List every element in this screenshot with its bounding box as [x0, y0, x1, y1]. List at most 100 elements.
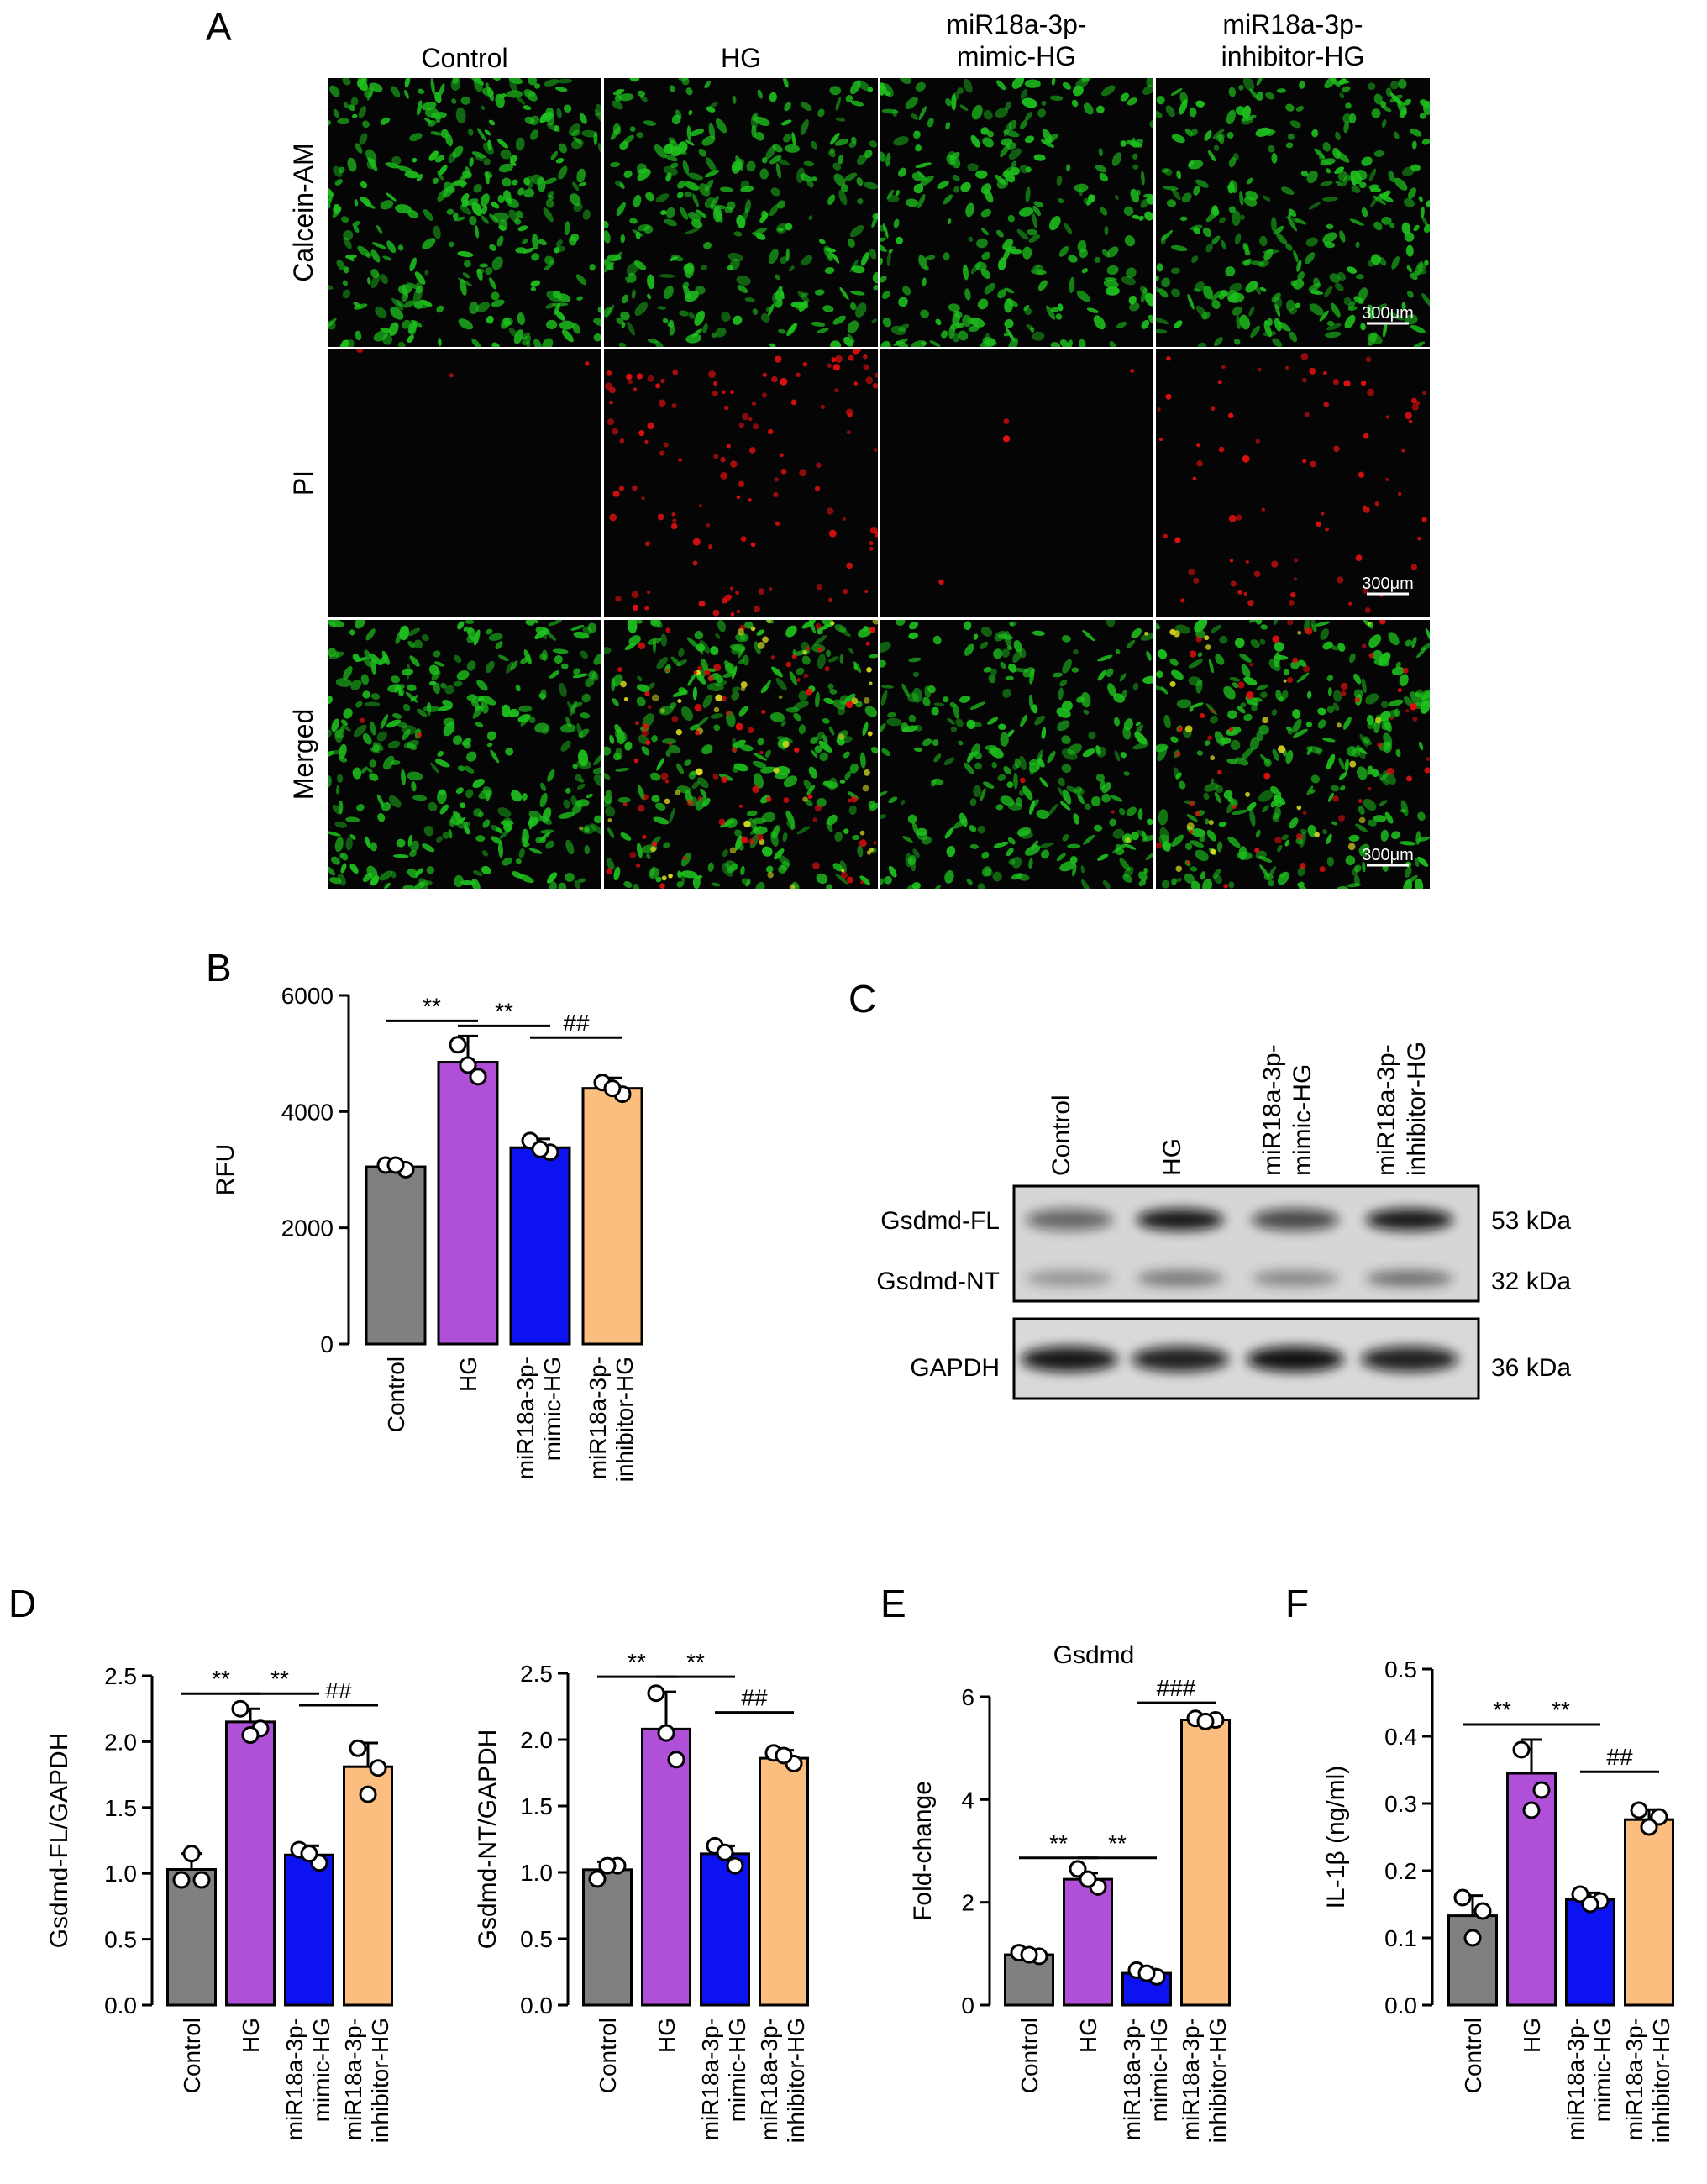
- calcein-cell: [964, 762, 974, 774]
- calcein-cell: [888, 796, 898, 804]
- pi-cell: [802, 361, 808, 367]
- x-category-label: Control: [1016, 2018, 1043, 2093]
- calcein-cell: [678, 648, 685, 658]
- calcein-cell: [547, 769, 555, 782]
- calcein-cell: [780, 720, 786, 727]
- calcein-cell: [871, 318, 878, 323]
- calcein-cell: [404, 171, 420, 179]
- calcein-cell: [1141, 171, 1145, 186]
- calcein-cell: [1024, 845, 1041, 856]
- calcein-cell: [1278, 871, 1289, 885]
- calcein-cell: [982, 337, 997, 347]
- calcein-cell: [1057, 720, 1070, 732]
- calcein-cell: [1170, 267, 1180, 275]
- calcein-cell: [473, 808, 482, 817]
- calcein-cell: [706, 682, 724, 692]
- calcein-cell: [1128, 295, 1137, 305]
- calcein-cell: [641, 746, 650, 756]
- calcein-cell: [417, 708, 428, 717]
- calcein-cell: [1025, 166, 1032, 173]
- calcein-cell: [1019, 755, 1027, 771]
- pi-cell: [758, 588, 765, 595]
- panel-label-d: D: [8, 1582, 36, 1625]
- band-name-label: GAPDH: [910, 1354, 1000, 1382]
- pi-cell: [1360, 380, 1367, 386]
- calcein-cell: [423, 705, 440, 712]
- calcein-cell: [500, 820, 514, 826]
- calcein-cell: [424, 118, 433, 123]
- blot-lane-label: mimic-HG: [1289, 1064, 1316, 1176]
- calcein-cell: [1309, 303, 1324, 316]
- calcein-cell: [722, 672, 735, 678]
- calcein-cell: [1426, 199, 1430, 207]
- pi-cell: [713, 706, 720, 713]
- calcein-cell: [1011, 667, 1029, 673]
- calcein-cell: [354, 724, 367, 738]
- calcein-cell: [1320, 628, 1329, 640]
- calcein-cell: [1011, 78, 1025, 89]
- calcein-cell: [1174, 320, 1183, 328]
- calcein-cell: [1086, 307, 1099, 313]
- calcein-cell: [1071, 667, 1079, 673]
- calcein-cell: [907, 855, 917, 866]
- data-point: [469, 1068, 487, 1086]
- calcein-cell: [1232, 153, 1239, 161]
- calcein-cell: [822, 734, 828, 744]
- calcein-cell: [1274, 806, 1281, 819]
- calcein-cell: [370, 658, 376, 675]
- calcein-cell: [1388, 699, 1404, 707]
- calcein-cell: [506, 661, 514, 674]
- calcein-cell: [785, 706, 800, 713]
- calcein-cell: [745, 879, 751, 887]
- calcein-cell: [460, 96, 471, 105]
- calcein-cell: [1407, 187, 1417, 200]
- pi-cell: [1294, 558, 1299, 563]
- calcein-cell: [869, 654, 878, 659]
- calcein-cell: [623, 170, 633, 179]
- calcein-cell: [404, 78, 411, 88]
- calcein-cell: [461, 738, 472, 746]
- calcein-cell: [399, 625, 410, 641]
- pi-cell: [751, 401, 757, 406]
- calcein-cell: [337, 774, 344, 783]
- calcein-cell: [1137, 829, 1149, 839]
- calcein-cell: [1020, 714, 1027, 727]
- calcein-cell: [645, 192, 654, 202]
- pi-cell: [1410, 397, 1417, 404]
- calcein-cell: [604, 746, 612, 756]
- calcein-cell: [1250, 325, 1261, 339]
- pi-cell: [1354, 696, 1360, 703]
- calcein-cell: [328, 729, 333, 738]
- calcein-cell: [637, 169, 651, 181]
- calcein-cell: [1373, 221, 1383, 231]
- calcein-cell: [783, 134, 792, 143]
- calcein-cell: [612, 100, 623, 110]
- calcein-cell: [1179, 99, 1188, 115]
- calcein-cell: [539, 792, 548, 807]
- calcein-cell: [1226, 729, 1237, 735]
- calcein-cell: [637, 675, 643, 682]
- pi-cell: [647, 422, 654, 430]
- calcein-cell: [453, 680, 463, 687]
- pi-cell: [869, 626, 876, 633]
- calcein-cell: [1220, 737, 1232, 745]
- pi-cell: [620, 680, 627, 688]
- calcein-cell: [1212, 128, 1225, 139]
- calcein-cell: [380, 274, 389, 285]
- bar: [284, 1853, 334, 2007]
- calcein-cell: [744, 297, 755, 302]
- calcein-cell: [694, 310, 705, 326]
- calcein-cell: [798, 690, 808, 701]
- calcein-cell: [1047, 751, 1056, 764]
- calcein-cell: [1197, 342, 1206, 347]
- pi-cell: [735, 722, 743, 731]
- calcein-cell: [683, 263, 694, 274]
- calcein-cell: [700, 788, 707, 799]
- calcein-cell: [675, 109, 682, 120]
- calcein-cell: [1389, 94, 1403, 103]
- calcein-cell: [1401, 222, 1410, 234]
- data-point: [1463, 1929, 1482, 1947]
- calcein-cell: [476, 680, 488, 691]
- calcein-cell: [948, 303, 960, 312]
- calcein-cell: [1024, 79, 1041, 88]
